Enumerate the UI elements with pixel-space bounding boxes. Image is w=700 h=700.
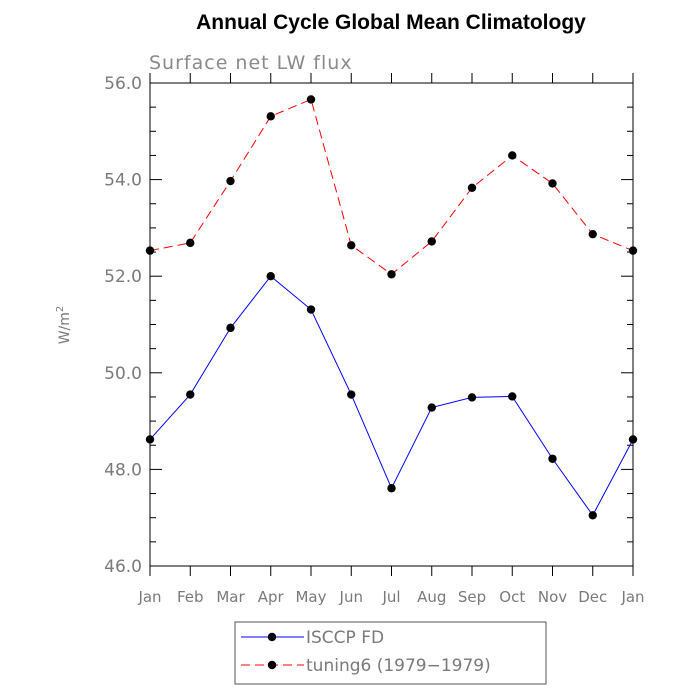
data-point: [387, 484, 396, 493]
y-axis-label-superscript: 2: [55, 306, 66, 312]
legend-marker: [267, 660, 277, 670]
plot-frame: [149, 82, 634, 567]
data-point: [226, 176, 235, 186]
y-tick-label: 50.0: [104, 364, 142, 384]
legend-label: ISCCP FD: [306, 628, 384, 648]
data-point: [186, 238, 195, 248]
data-point: [226, 323, 235, 333]
legend-label: tuning6 (1979−1979): [306, 656, 491, 676]
data-point: [588, 511, 597, 520]
x-axis: Jan Feb Mar Apr May Jun Jul Aug Sep Oct Nov Dec Jan: [137, 73, 645, 606]
y-axis-label: W/m2: [55, 306, 73, 345]
data-point: [427, 403, 436, 412]
y-tick-label: 56.0: [104, 74, 142, 94]
y-axis: 46.0 48.0 50.0 52.0 54.0 56.0: [104, 74, 633, 577]
data-point: [387, 270, 396, 279]
x-tick-label: Sep: [458, 588, 486, 606]
data-point: [508, 151, 517, 160]
x-tick-label: Jan: [620, 588, 644, 606]
series-line: [149, 275, 634, 517]
data-point: [186, 390, 195, 399]
data-point: [628, 435, 638, 444]
legend-items: ISCCP FD tuning6 (1979−1979): [241, 628, 491, 676]
data-point: [266, 112, 275, 121]
data-point: [306, 305, 316, 314]
x-tick-label: Feb: [177, 588, 204, 606]
legend-box: [234, 621, 547, 685]
chart-title: Annual Cycle Global Mean Climatology: [196, 11, 586, 34]
x-tick-label: Apr: [258, 588, 285, 606]
series-layer: [145, 95, 638, 520]
x-tick-label: Aug: [417, 588, 446, 606]
x-tick-label: Jan: [137, 588, 161, 606]
data-point: [548, 179, 557, 188]
y-tick-label: 46.0: [104, 557, 142, 577]
x-tick-label: May: [295, 588, 326, 606]
x-tick-label: Jul: [381, 588, 400, 606]
legend-item-1: tuning6 (1979−1979): [241, 656, 491, 676]
legend-item-0: ISCCP FD: [241, 628, 384, 648]
data-point: [347, 241, 356, 250]
y-tick-label: 52.0: [104, 267, 142, 287]
x-tick-label: Jun: [339, 588, 363, 606]
chart-subtitle: Surface net LW flux: [149, 52, 353, 74]
data-point: [628, 246, 638, 255]
data-point: [347, 390, 356, 399]
data-point: [145, 246, 155, 255]
x-tick-label: Nov: [538, 588, 567, 606]
series-0: [145, 272, 638, 520]
x-tick-label: Mar: [216, 588, 245, 606]
data-point: [427, 237, 436, 246]
x-tick-label: Dec: [578, 588, 607, 606]
data-point: [145, 435, 155, 444]
x-tick-label: Oct: [499, 588, 525, 606]
legend: ISCCP FD tuning6 (1979−1979): [234, 621, 547, 685]
data-point: [508, 392, 517, 401]
data-point: [266, 272, 275, 281]
data-point: [588, 229, 597, 239]
y-tick-label: 48.0: [104, 460, 142, 480]
y-tick-label: 54.0: [104, 171, 142, 191]
data-point: [306, 95, 316, 104]
series-line: [149, 98, 634, 275]
data-point: [467, 393, 477, 402]
series-1: [145, 95, 638, 279]
legend-marker: [267, 632, 277, 642]
y-axis-label-unit: W/m: [57, 312, 73, 344]
data-point: [467, 183, 477, 193]
data-point: [548, 454, 557, 463]
plot-area: [149, 82, 634, 567]
